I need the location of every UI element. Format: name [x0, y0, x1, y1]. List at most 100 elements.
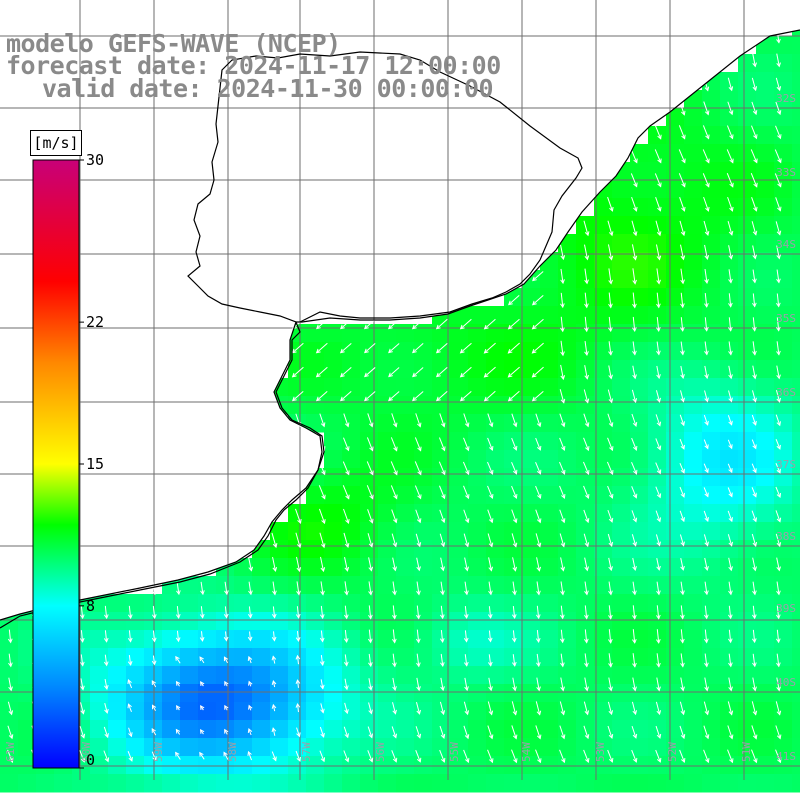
wind-arrow — [776, 29, 781, 44]
wind-arrow — [632, 341, 637, 356]
wind-arrow — [412, 391, 424, 402]
wind-cell — [648, 522, 667, 541]
wind-cell — [684, 630, 703, 649]
wind-arrow — [632, 292, 637, 309]
wind-cell — [648, 738, 667, 757]
wind-cell — [432, 774, 451, 793]
wind-arrow — [535, 725, 542, 740]
wind-cell — [522, 702, 541, 721]
wind-cell — [648, 342, 667, 361]
wind-cell — [468, 666, 487, 685]
wind-cell — [756, 756, 775, 775]
wind-cell — [684, 738, 703, 757]
wind-cell — [666, 342, 685, 361]
wind-cell — [414, 774, 433, 793]
wind-cell — [540, 396, 559, 415]
wind-cell — [450, 378, 469, 397]
wind-arrow — [344, 678, 349, 691]
wind-cell — [756, 198, 775, 217]
wind-cell — [738, 468, 757, 487]
wind-arrow — [655, 438, 662, 451]
wind-cell — [522, 630, 541, 649]
wind-arrow — [536, 557, 542, 572]
wind-cell — [738, 540, 757, 559]
wind-cell — [126, 648, 145, 667]
wind-cell — [432, 378, 451, 397]
wind-cell — [342, 468, 361, 487]
wind-cell — [666, 540, 685, 559]
wind-cell — [630, 288, 649, 307]
wind-arrow — [459, 342, 472, 354]
wind-arrow — [631, 196, 638, 212]
wind-cell — [396, 594, 415, 613]
wind-cell — [234, 630, 253, 649]
wind-arrow — [679, 220, 686, 237]
wind-arrow — [80, 702, 85, 715]
wind-cell — [774, 558, 793, 577]
wind-cell — [198, 666, 217, 685]
wind-arrow — [559, 701, 566, 716]
wind-arrow — [631, 389, 638, 404]
wind-cell — [738, 90, 757, 109]
wind-cell — [648, 234, 667, 253]
wind-cell — [306, 396, 325, 415]
wind-cell — [324, 612, 343, 631]
forecast-date: forecast date: 2024-11-17 12:00:00 — [6, 51, 501, 80]
wind-cell — [306, 666, 325, 685]
wind-cell — [414, 342, 433, 361]
wind-cell — [774, 54, 793, 73]
wind-arrow — [560, 581, 565, 596]
wind-arrow — [488, 677, 493, 692]
wind-arrow — [583, 437, 590, 452]
wind-arrow — [463, 654, 469, 667]
wind-cell — [378, 666, 397, 685]
wind-arrow — [751, 629, 757, 644]
wind-cell — [702, 162, 721, 181]
lat-label: 32S — [776, 92, 796, 105]
wind-arrow — [607, 413, 614, 428]
wind-cell — [792, 576, 800, 595]
wind-arrow — [751, 605, 757, 620]
wind-arrow — [415, 533, 422, 548]
wind-cell — [558, 252, 577, 271]
wind-cell — [738, 324, 757, 343]
wind-cell — [666, 252, 685, 271]
wind-cell — [342, 630, 361, 649]
wind-arrow — [199, 728, 205, 735]
wind-cell — [738, 342, 757, 361]
wind-cell — [522, 342, 541, 361]
wind-cell — [522, 360, 541, 379]
wind-cell — [306, 342, 325, 361]
wind-cell — [378, 720, 397, 739]
wind-cell — [90, 774, 109, 793]
wind-cell — [594, 252, 613, 271]
wind-cell — [720, 396, 739, 415]
wind-arrow — [704, 244, 710, 261]
wind-arrow — [295, 508, 302, 525]
wind-cell — [468, 450, 487, 469]
wind-arrow — [296, 581, 301, 596]
wind-arrow — [291, 342, 304, 354]
wind-arrow — [295, 532, 302, 549]
lon-label: 52W — [666, 742, 679, 762]
wind-arrow — [751, 439, 757, 450]
wind-arrow — [630, 173, 638, 188]
wind-arrow — [368, 581, 373, 596]
wind-arrow — [727, 701, 734, 716]
wind-cell — [756, 234, 775, 253]
wind-cell — [108, 756, 127, 775]
wind-arrow — [560, 340, 565, 357]
wind-cell — [702, 450, 721, 469]
wind-arrow — [315, 366, 328, 378]
wind-arrow — [680, 605, 685, 620]
wind-cell — [396, 540, 415, 559]
wind-cell — [720, 522, 739, 541]
wind-arrow — [608, 581, 613, 596]
wind-cell — [468, 720, 487, 739]
wind-cell — [576, 270, 595, 289]
wind-cell — [234, 702, 253, 721]
wind-arrow — [459, 366, 472, 378]
wind-cell — [756, 558, 775, 577]
wind-cell — [612, 270, 631, 289]
wind-arrow — [560, 677, 565, 692]
